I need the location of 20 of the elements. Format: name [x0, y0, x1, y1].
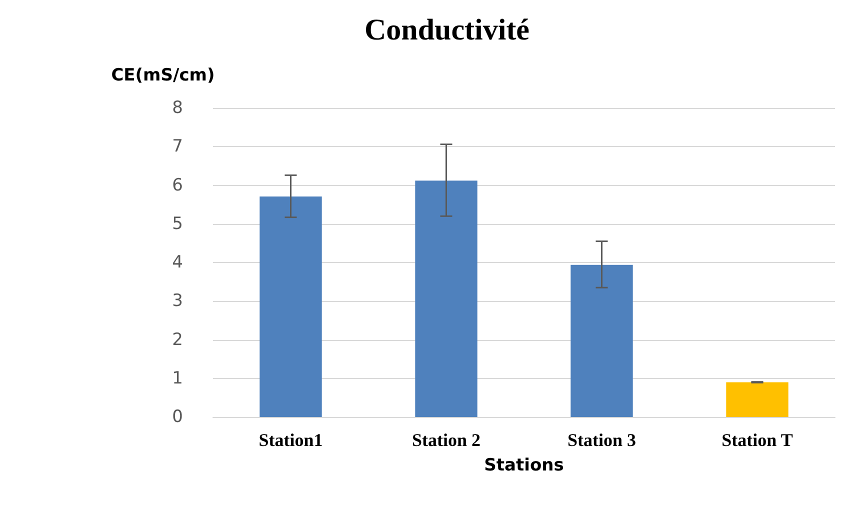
y-tick-label: 6	[172, 175, 183, 196]
x-axis-title: Stations	[484, 456, 564, 476]
x-tick-label: Station 3	[567, 430, 636, 450]
y-tick-label: 4	[172, 252, 183, 272]
bar	[415, 180, 478, 417]
x-tick-label: Station T	[722, 430, 793, 450]
bar	[726, 382, 788, 417]
y-tick-label: 3	[172, 291, 183, 312]
y-tick-label: 1	[172, 368, 183, 388]
y-axis-title: CE(mS/cm)	[111, 66, 215, 86]
y-tick-label: 0	[172, 407, 183, 427]
bar	[570, 264, 633, 417]
bar	[260, 196, 322, 417]
y-tick-label: 2	[172, 330, 183, 350]
x-tick-label: Station1	[258, 430, 323, 450]
x-tick-label: Station 2	[412, 430, 481, 450]
chart-title: Conductivité	[364, 14, 530, 46]
y-tick-label: 7	[172, 136, 183, 157]
y-tick-label: 8	[172, 98, 183, 118]
y-tick-label: 5	[172, 214, 183, 234]
